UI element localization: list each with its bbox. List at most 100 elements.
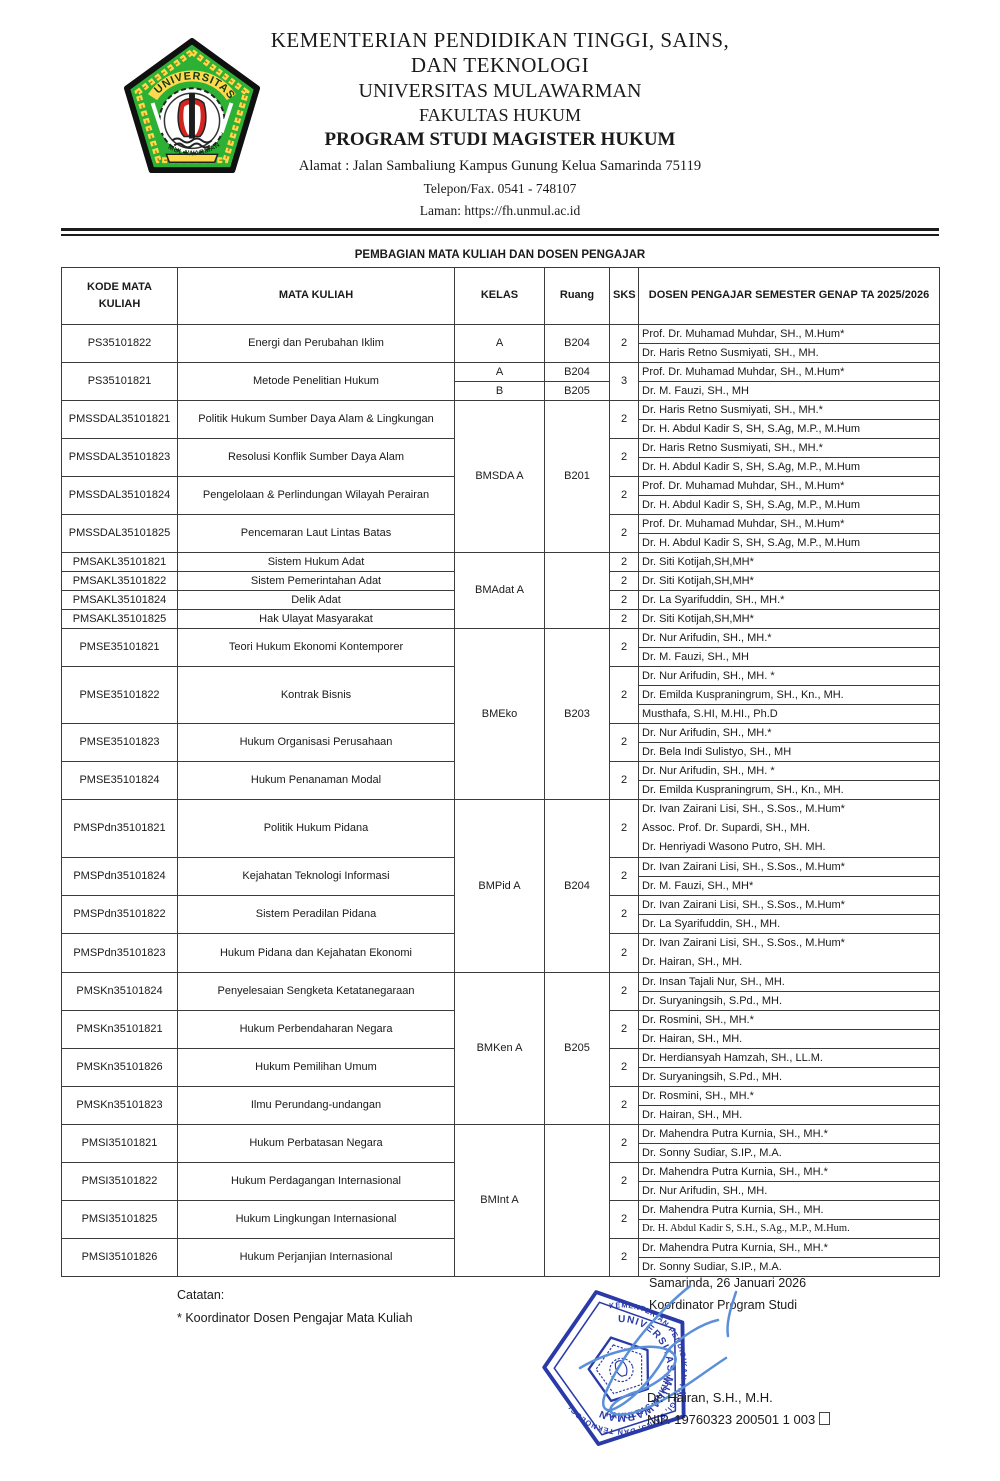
- sks-cell: 2: [609, 932, 639, 973]
- course-name: Hukum Pemilihan Umum: [177, 1047, 455, 1087]
- col-header-ruang: Ruang: [544, 266, 610, 325]
- table-row: PMSSDAL35101825 Pencemaran Laut Lintas Ba…: [61, 513, 940, 553]
- lecturer-cell: Dr. H. Abdul Kadir S, S.H., S.Ag., M.P.,…: [638, 1218, 940, 1239]
- course-code: PMSPdn35101824: [61, 856, 178, 896]
- sks-cell: 2: [609, 323, 639, 363]
- room-cell: B204: [544, 323, 610, 363]
- table-row: PMSE35101821 Teori Hukum Ekonomi Kontempo…: [61, 627, 940, 800]
- lecturer-cell: Dr. Mahendra Putra Kurnia, SH., MH.*: [638, 1237, 940, 1258]
- lecturer-cell: Dr. Emilda Kuspraningrum, SH., Kn., MH.: [638, 779, 940, 800]
- course-code: PMSI35101825: [61, 1199, 178, 1239]
- class-cell: BMEko: [454, 627, 545, 800]
- course-name: Hukum Perdagangan Internasional: [177, 1161, 455, 1201]
- lecturer-cell: Dr. La Syarifuddin, SH., MH.*: [638, 589, 940, 610]
- lecturer-cell: Dr. Ivan Zairani Lisi, SH., S.Sos., M.Hu…: [638, 798, 940, 858]
- lecturer-cell: Dr. M. Fauzi, SH., MH: [638, 646, 940, 667]
- table-row: PS35101822 Energi dan Perubahan Iklim A B20…: [61, 323, 940, 363]
- sks-cell: 2: [609, 1047, 639, 1087]
- lecturer-cell: Musthafa, S.HI, M.HI., Ph.D: [638, 703, 940, 724]
- sks-cell: 2: [609, 665, 639, 724]
- table-row: PMSI35101821 Hukum Perbatasan Negara BMInt…: [61, 1123, 940, 1277]
- table-row: PMSKn35101824 Penyelesaian Sengketa Ketat…: [61, 971, 940, 1125]
- lecturer-cell: Dr. H. Abdul Kadir S, SH, S.Ag, M.P., M.…: [638, 494, 940, 515]
- course-code: PMSE35101821: [61, 627, 178, 667]
- course-code: PMSAKL35101822: [61, 570, 178, 591]
- course-name: Hukum Perjanjian Internasional: [177, 1237, 455, 1277]
- lecturer-cell: Dr. Mahendra Putra Kurnia, SH., MH.: [638, 1199, 940, 1220]
- table-row: PS35101821 Metode Penelitian Hukum A B204 3 P…: [61, 361, 940, 401]
- course-code: PMSI35101826: [61, 1237, 178, 1277]
- course-code: PMSPdn35101823: [61, 932, 178, 973]
- lecturer-cell: Dr. Ivan Zairani Lisi, SH., S.Sos., M.Hu…: [638, 856, 940, 877]
- sks-cell: 2: [609, 608, 639, 629]
- lecturer-cell: Dr. Nur Arifudin, SH., MH.: [638, 1180, 940, 1201]
- table-row: PMSE35101822 Kontrak Bisnis 2 Dr. Nur Arifu…: [61, 665, 940, 724]
- lecturer-cell: Dr. Haris Retno Susmiyati, SH., MH.*: [638, 399, 940, 420]
- lecturer-cell: Dr. Sonny Sudiar, S.IP., M.A.: [638, 1256, 940, 1277]
- table-row: PMSSDAL35101821 Politik Hukum Sumber Daya…: [61, 399, 940, 553]
- course-name: Hukum Organisasi Perusahaan: [177, 722, 455, 762]
- course-code: PMSSDAL35101823: [61, 437, 178, 477]
- lecturer-cell: Dr. Insan Tajali Nur, SH., MH.: [638, 971, 940, 992]
- col-header-mata-kuliah: MATA KULIAH: [177, 266, 455, 325]
- lecturer-cell: Dr. La Syarifuddin, SH., MH.: [638, 913, 940, 934]
- notes-item: * Koordinator Dosen Pengajar Mata Kuliah: [177, 1310, 413, 1325]
- col-header-kode: KODE MATA KULIAH: [61, 266, 178, 325]
- university-name: UNIVERSITAS MULAWARMAN: [358, 79, 642, 102]
- course-code: PMSKn35101826: [61, 1047, 178, 1087]
- lecturer-cell: Dr. Ivan Zairani Lisi, SH., S.Sos., M.Hu…: [638, 894, 940, 915]
- course-name: Teori Hukum Ekonomi Kontemporer: [177, 627, 455, 667]
- course-name: Hukum Perbendaharan Negara: [177, 1009, 455, 1049]
- sks-cell: 2: [609, 475, 639, 515]
- course-name: Pengelolaan & Perlindungan Wilayah Perai…: [177, 475, 455, 515]
- room-cell: [544, 1123, 610, 1277]
- course-code: PMSAKL35101824: [61, 589, 178, 610]
- room-cell: B205: [544, 971, 610, 1125]
- course-code: PMSKn35101823: [61, 1085, 178, 1125]
- room-cell: B204: [544, 361, 610, 382]
- program-name: PROGRAM STUDI MAGISTER HUKUM: [324, 129, 676, 151]
- lecturer-line: Dr. Hairan, SH., MH.: [642, 955, 743, 968]
- course-code: PMSKn35101824: [61, 971, 178, 1011]
- lecturer-cell: Dr. Mahendra Putra Kurnia, SH., MH.*: [638, 1161, 940, 1182]
- course-name: Hak Ulayat Masyarakat: [177, 608, 455, 629]
- table-row: PMSPdn35101824 Kejahatan Teknologi Inform…: [61, 856, 940, 896]
- phone-line: Telepon/Fax. 0541 - 748107: [423, 180, 577, 196]
- sks-cell: 2: [609, 551, 639, 572]
- sks-cell: 2: [609, 570, 639, 591]
- sks-cell: 2: [609, 399, 639, 439]
- class-cell: BMInt A: [454, 1123, 545, 1277]
- faculty-name: FAKULTAS HUKUM: [418, 105, 582, 126]
- table-row: PMSE35101824 Hukum Penanaman Modal 2 Dr. Nu…: [61, 760, 940, 800]
- lecturer-cell: Dr. Siti Kotijah,SH,MH*: [638, 551, 940, 572]
- table-row: PMSKn35101826 Hukum Pemilihan Umum 2 Dr. He…: [61, 1047, 940, 1087]
- lecturer-cell: Dr. Nur Arifudin, SH., MH. *: [638, 760, 940, 781]
- course-code: PMSPdn35101821: [61, 798, 178, 858]
- table-row: Dr. H. Abdul Kadir S, SH, S.Ag, M.P., M.…: [62, 494, 940, 515]
- letterhead: UNIVERSITAS MULAWARMAN KEMENTERIAN PENDI…: [0, 0, 1000, 236]
- signature-stroke: [578, 1284, 738, 1416]
- course-code: PMSPdn35101822: [61, 894, 178, 934]
- room-cell: B201: [544, 399, 610, 553]
- sks-cell: 2: [609, 627, 639, 667]
- lecturer-cell: Dr. Suryaningsih, S.Pd., MH.: [638, 990, 940, 1011]
- table-row: PMSKn35101823 Ilmu Perundang-undangan 2 Dr.…: [61, 1085, 940, 1125]
- course-name: Kejahatan Teknologi Informasi: [177, 856, 455, 896]
- course-name: Sistem Pemerintahan Adat: [177, 570, 455, 591]
- lecturer-cell: Dr. M. Fauzi, SH., MH*: [638, 875, 940, 896]
- course-code: PMSKn35101821: [61, 1009, 178, 1049]
- lecturer-cell: Dr. Nur Arifudin, SH., MH. *: [638, 665, 940, 686]
- lecturer-cell: Dr. Emilda Kuspraningrum, SH., Kn., MH.: [638, 684, 940, 705]
- course-name: Kontrak Bisnis: [177, 665, 455, 724]
- university-logo: UNIVERSITAS MULAWARMAN: [123, 38, 261, 174]
- room-cell: B204: [544, 798, 610, 973]
- table-row: Dr. Sonny Sudiar, S.IP., M.A.: [62, 1256, 940, 1277]
- lecturer-cell: Dr. Hairan, SH., MH.: [638, 1104, 940, 1125]
- signatory-name: Dr. Hairan, S.H., M.H.: [647, 1390, 773, 1405]
- sks-cell: 2: [609, 589, 639, 610]
- course-code: PMSSDAL35101825: [61, 513, 178, 553]
- table-row: B B205 Dr. M. Fauzi, SH., MH: [62, 380, 940, 401]
- sks-cell: 2: [609, 722, 639, 762]
- sks-cell: 2: [609, 894, 639, 934]
- letterhead-text: KEMENTERIAN PENDIDIKAN TINGGI, SAINS, DA…: [0, 28, 1000, 219]
